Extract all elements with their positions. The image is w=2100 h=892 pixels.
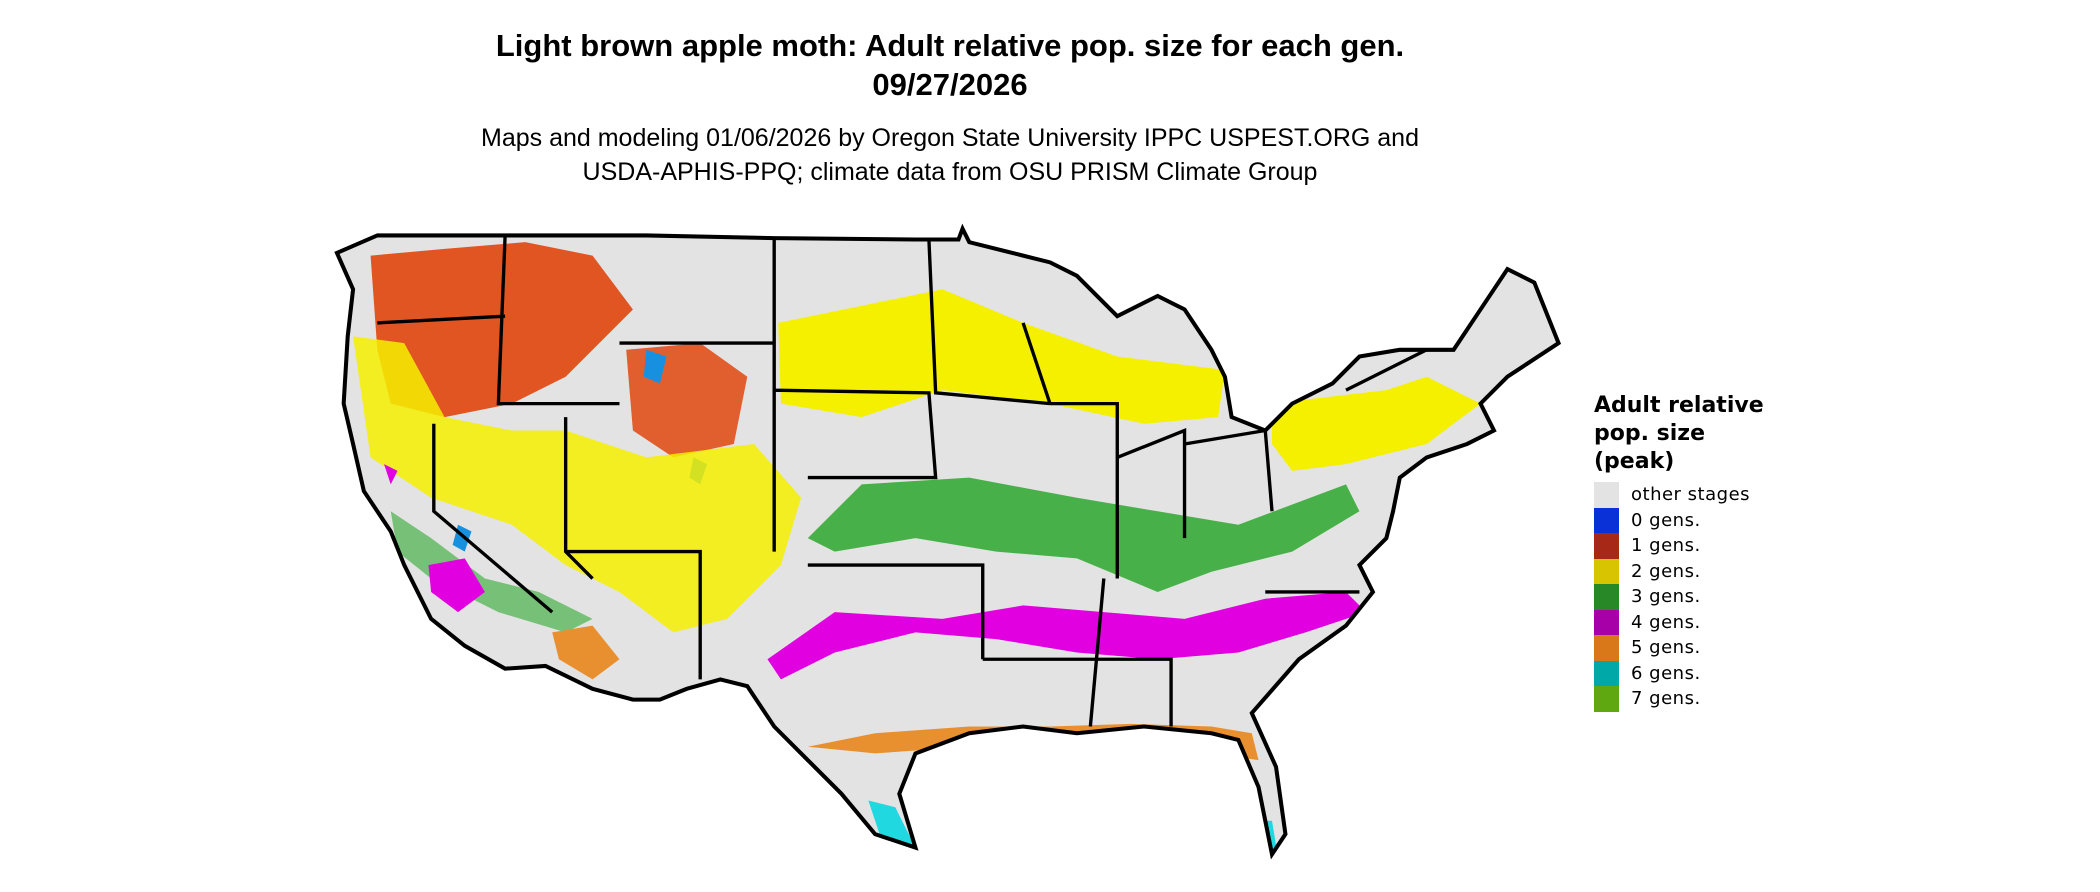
legend-swatch	[1594, 533, 1619, 559]
map-title-line1: Light brown apple moth: Adult relative p…	[495, 28, 1405, 63]
legend-label: 7 gens.	[1631, 688, 1701, 710]
legend-item: 6 gens.	[1594, 660, 1834, 686]
legend-swatch	[1594, 686, 1619, 712]
map-title-date: 09/27/2026	[872, 67, 1028, 102]
legend-item: 7 gens.	[1594, 686, 1834, 712]
legend-title-line: Adult relative	[1594, 393, 1764, 418]
zone-2-gen-north	[778, 289, 1225, 424]
legend-item: other stages	[1594, 482, 1834, 508]
legend-label: 0 gens.	[1631, 509, 1701, 531]
legend-label: 3 gens.	[1631, 586, 1701, 608]
legend-item: 3 gens.	[1594, 584, 1834, 610]
legend-title-line: (peak)	[1594, 449, 1675, 474]
legend-title: Adult relative pop. size (peak)	[1594, 392, 1834, 476]
zone-4-gen-south	[767, 591, 1367, 680]
legend-swatch	[1594, 482, 1619, 508]
zone-6-gen-tips	[868, 800, 1279, 855]
legend-swatch	[1594, 609, 1619, 635]
legend-swatch	[1594, 635, 1619, 661]
legend-label: 5 gens.	[1631, 637, 1701, 659]
subtitle-line2: USDA-APHIS-PPQ; climate data from OSU PR…	[582, 158, 1318, 186]
legend-swatch	[1594, 558, 1619, 584]
legend-label: 1 gens.	[1631, 535, 1701, 557]
legend-item: 4 gens.	[1594, 609, 1834, 635]
legend-swatch	[1594, 507, 1619, 533]
zone-2-gen-northeast	[1271, 376, 1481, 471]
legend-label: 4 gens.	[1631, 611, 1701, 633]
zone-3-gen-central	[807, 477, 1360, 592]
legend-item: 1 gens.	[1594, 533, 1834, 559]
zone-2-gen-west	[353, 336, 802, 633]
legend-label: 6 gens.	[1631, 662, 1701, 684]
legend-label: other stages	[1631, 484, 1751, 506]
legend-item: 2 gens.	[1594, 558, 1834, 584]
legend: Adult relative pop. size (peak) other st…	[1594, 392, 1834, 712]
legend-item: 0 gens.	[1594, 507, 1834, 533]
zone-5-gen-gulf	[552, 625, 1259, 761]
zone-4-gen-california	[384, 464, 485, 613]
legend-swatch	[1594, 660, 1619, 686]
legend-item: 5 gens.	[1594, 635, 1834, 661]
subtitle-line1: Maps and modeling 01/06/2026 by Oregon S…	[481, 124, 1419, 152]
legend-label: 2 gens.	[1631, 560, 1701, 582]
legend-swatch	[1594, 584, 1619, 610]
legend-title-line: pop. size	[1594, 421, 1705, 446]
